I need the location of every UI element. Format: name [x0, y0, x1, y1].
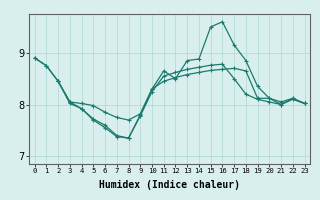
- X-axis label: Humidex (Indice chaleur): Humidex (Indice chaleur): [99, 180, 240, 190]
